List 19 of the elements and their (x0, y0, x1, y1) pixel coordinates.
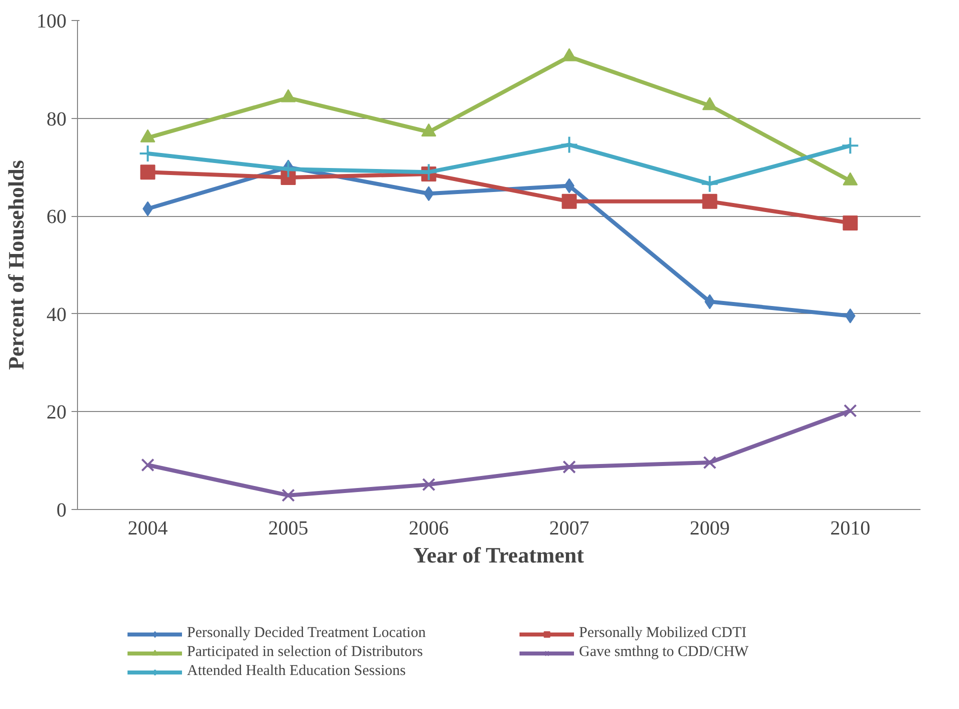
y-tick-label: 20 (46, 402, 66, 424)
legend-label: Gave smthng to CDD/CHW (579, 644, 750, 661)
legend-label: Personally Mobilized CDTI (579, 625, 748, 642)
x-tick-label: 2005 (268, 518, 308, 540)
legend-label: Participated in selection of Distributors (187, 644, 424, 661)
y-tick-label: 60 (46, 206, 66, 228)
x-tick-label: 2009 (690, 518, 730, 540)
y-tick-label: 0 (56, 500, 66, 522)
y-tick-label: 100 (36, 10, 66, 32)
x-tick-label: 2004 (128, 518, 168, 540)
x-axis-title: Year of Treatment (413, 542, 585, 568)
x-tick-label: 2010 (830, 518, 870, 540)
y-axis-title: Percent of Households (4, 160, 28, 370)
legend-label: Personally Decided Treatment Location (187, 625, 427, 642)
x-tick-label: 2007 (549, 518, 590, 540)
x-tick-label: 2006 (408, 518, 449, 540)
y-tick-label: 80 (46, 108, 66, 130)
y-tick-label: 40 (46, 304, 66, 326)
legend-label: Attended Health Education Sessions (187, 663, 407, 680)
